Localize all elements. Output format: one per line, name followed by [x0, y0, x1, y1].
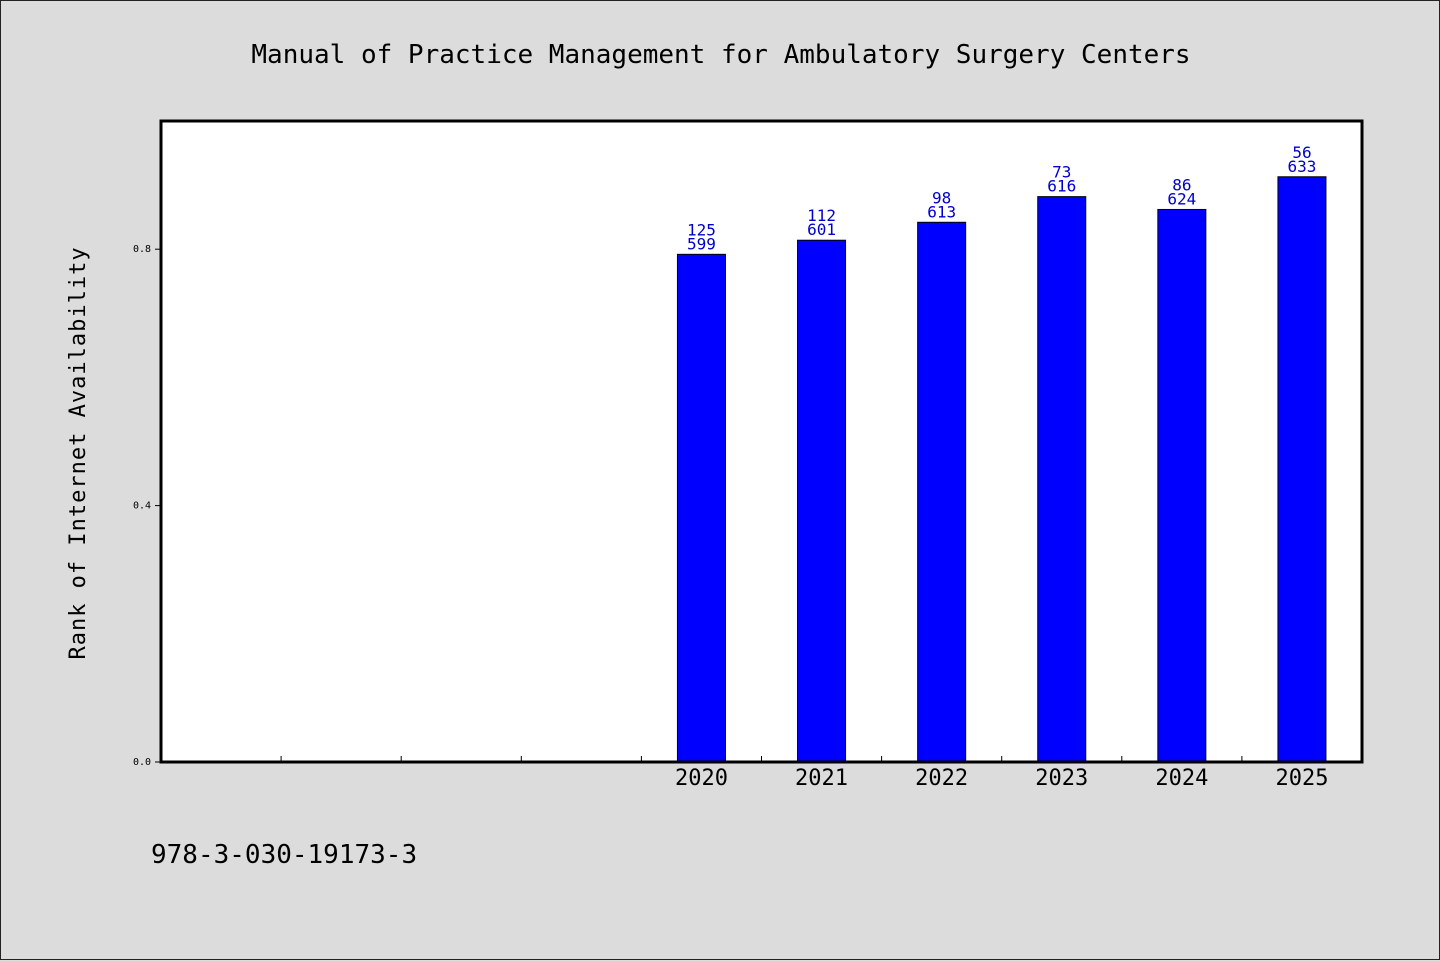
bar-label-bottom-2024: 624 [1167, 189, 1196, 208]
bar-2021 [797, 239, 847, 763]
bar-2024 [1157, 208, 1207, 763]
chart-title: Manual of Practice Management for Ambula… [251, 40, 1190, 70]
bar-label-top-2021: 112 [807, 206, 836, 225]
bar-2025 [1277, 176, 1327, 763]
bar-label-top-2025: 56 [1292, 143, 1311, 162]
y-tick-label-0: 0.0 [133, 757, 151, 768]
bar-label-bottom-2021: 601 [807, 220, 836, 239]
x-tick-label-2021: 2021 [795, 766, 848, 791]
x-tick-label-2023: 2023 [1035, 766, 1088, 791]
bar-label-bottom-2023: 616 [1047, 177, 1076, 196]
bar-2020 [676, 253, 726, 763]
bar-label-top-2020: 125 [687, 220, 716, 239]
isbn-footer: 978-3-030-19173-3 [151, 840, 417, 870]
plot-border [159, 119, 1364, 764]
x-tick-label-2025: 2025 [1275, 766, 1328, 791]
bar-label-top-2023: 73 [1052, 163, 1071, 182]
y-tick-label-1: 0.4 [133, 501, 151, 512]
x-tick-label-2022: 2022 [915, 766, 968, 791]
bar-2022 [917, 221, 967, 763]
bar-label-bottom-2022: 613 [927, 202, 956, 221]
x-tick-label-2024: 2024 [1155, 766, 1208, 791]
y-tick-label-2: 0.8 [133, 244, 151, 255]
bar-label-top-2022: 98 [932, 188, 951, 207]
x-tick-label-2020: 2020 [675, 766, 728, 791]
bar-label-bottom-2020: 599 [687, 234, 716, 253]
bar-2023 [1037, 196, 1087, 763]
y-axis-label: Rank of Internet Availability [66, 246, 91, 659]
bar-label-top-2024: 86 [1172, 175, 1191, 194]
bar-label-bottom-2025: 633 [1287, 157, 1316, 176]
